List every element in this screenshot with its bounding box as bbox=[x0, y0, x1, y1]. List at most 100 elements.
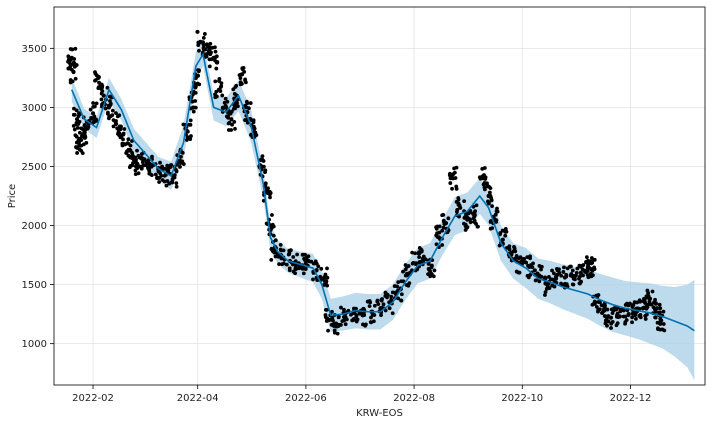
actual-point-dot bbox=[586, 263, 590, 267]
actual-point-dot bbox=[635, 300, 639, 305]
actual-point-dot bbox=[417, 255, 422, 259]
actual-point-dot bbox=[533, 278, 538, 283]
actual-point-dot bbox=[552, 284, 557, 289]
actual-point-dot bbox=[193, 99, 198, 103]
actual-point-dot bbox=[343, 322, 348, 327]
actual-point bbox=[375, 297, 386, 318]
actual-point-dot bbox=[185, 135, 190, 140]
actual-point-dot bbox=[272, 250, 277, 255]
actual-point bbox=[434, 224, 445, 250]
actual-point-dot bbox=[243, 77, 248, 82]
actual-point-dot bbox=[218, 88, 223, 93]
actual-point-dot bbox=[410, 250, 415, 255]
actual-point-dot bbox=[618, 309, 623, 314]
actual-point-dot bbox=[638, 315, 643, 320]
actual-point-dot bbox=[79, 143, 84, 148]
actual-point-dot bbox=[564, 272, 569, 277]
actual-point bbox=[146, 154, 156, 178]
actual-point-dot bbox=[468, 210, 473, 214]
actual-point-dot bbox=[571, 274, 575, 279]
actual-point-dot bbox=[222, 100, 227, 105]
x-tick-label: 2022-12 bbox=[610, 393, 652, 404]
actual-point-dot bbox=[197, 48, 201, 53]
y-tick-label: 1500 bbox=[22, 280, 47, 291]
actual-point-dot bbox=[162, 173, 167, 178]
actual-point-dot bbox=[248, 101, 253, 105]
actual-point-dot bbox=[396, 296, 401, 301]
actual-point-dot bbox=[655, 320, 660, 325]
actual-point-dot bbox=[468, 220, 473, 225]
actual-point-dot bbox=[291, 255, 296, 259]
actual-point-dot bbox=[417, 260, 422, 265]
actual-point-dot bbox=[74, 134, 79, 139]
actual-point-dot bbox=[497, 243, 502, 248]
actual-point-dot bbox=[589, 261, 594, 266]
actual-point-dot bbox=[658, 306, 663, 311]
actual-point-dot bbox=[516, 270, 521, 275]
actual-point-dot bbox=[108, 99, 112, 103]
actual-point-dot bbox=[530, 265, 535, 270]
actual-point-dot bbox=[578, 270, 583, 275]
actual-point-dot bbox=[441, 225, 446, 230]
actual-point-dot bbox=[482, 187, 487, 192]
actual-point-dot bbox=[463, 224, 468, 229]
actual-point-dot bbox=[630, 315, 635, 320]
actual-point-dot bbox=[488, 190, 492, 195]
actual-point bbox=[590, 293, 601, 314]
actual-point-dot bbox=[429, 265, 434, 270]
actual-point-dot bbox=[246, 106, 251, 111]
actual-point-dot bbox=[562, 265, 566, 270]
actual-point-dot bbox=[288, 248, 293, 253]
actual-point bbox=[575, 263, 586, 286]
actual-point bbox=[585, 257, 597, 280]
actual-point-dot bbox=[488, 219, 493, 223]
actual-point-dot bbox=[490, 226, 495, 230]
actual-point-dot bbox=[174, 168, 178, 172]
actual-point-dot bbox=[119, 124, 123, 129]
actual-point-dot bbox=[286, 252, 291, 257]
actual-point-dot bbox=[657, 302, 662, 307]
actual-point-dot bbox=[74, 145, 78, 149]
actual-point-dot bbox=[322, 279, 327, 284]
actual-point-dot bbox=[550, 277, 555, 282]
actual-point-dot bbox=[372, 303, 377, 308]
actual-point-dot bbox=[339, 323, 343, 327]
actual-point-dot bbox=[204, 54, 209, 59]
actual-point-dot bbox=[207, 64, 212, 69]
actual-point-dot bbox=[396, 280, 401, 285]
actual-point-dot bbox=[482, 181, 487, 186]
actual-point-dot bbox=[314, 267, 319, 272]
actual-point-dot bbox=[147, 171, 152, 176]
actual-point-dot bbox=[233, 126, 237, 131]
actual-point-dot bbox=[133, 155, 138, 160]
actual-point-dot bbox=[165, 169, 170, 173]
actual-point-dot bbox=[401, 269, 405, 274]
x-tick-label: 2022-02 bbox=[72, 393, 114, 404]
actual-point bbox=[550, 267, 562, 289]
actual-point-dot bbox=[637, 306, 642, 311]
actual-point bbox=[213, 76, 225, 100]
actual-point bbox=[225, 106, 237, 132]
actual-point bbox=[514, 254, 527, 275]
actual-point-dot bbox=[605, 316, 609, 320]
actual-point-dot bbox=[263, 170, 267, 175]
actual-point-dot bbox=[456, 197, 461, 202]
actual-point-dot bbox=[178, 161, 183, 166]
actual-point-dot bbox=[367, 304, 372, 309]
actual-point-dot bbox=[165, 163, 170, 168]
actual-point-dot bbox=[72, 106, 76, 111]
actual-point-dot bbox=[537, 279, 542, 284]
uncertainty-band-layer bbox=[71, 41, 695, 381]
actual-point-dot bbox=[533, 268, 537, 273]
actual-point-dot bbox=[244, 99, 249, 104]
actual-point-dot bbox=[332, 322, 337, 327]
actual-point-dot bbox=[605, 307, 610, 312]
actual-point-dot bbox=[226, 114, 230, 119]
actual-point bbox=[87, 101, 99, 125]
actual-point-dot bbox=[512, 246, 517, 251]
actual-point-dot bbox=[656, 326, 660, 331]
actual-point-dot bbox=[178, 164, 182, 169]
actual-point-dot bbox=[94, 73, 99, 78]
actual-point-dot bbox=[623, 320, 628, 324]
actual-point-dot bbox=[480, 174, 485, 179]
